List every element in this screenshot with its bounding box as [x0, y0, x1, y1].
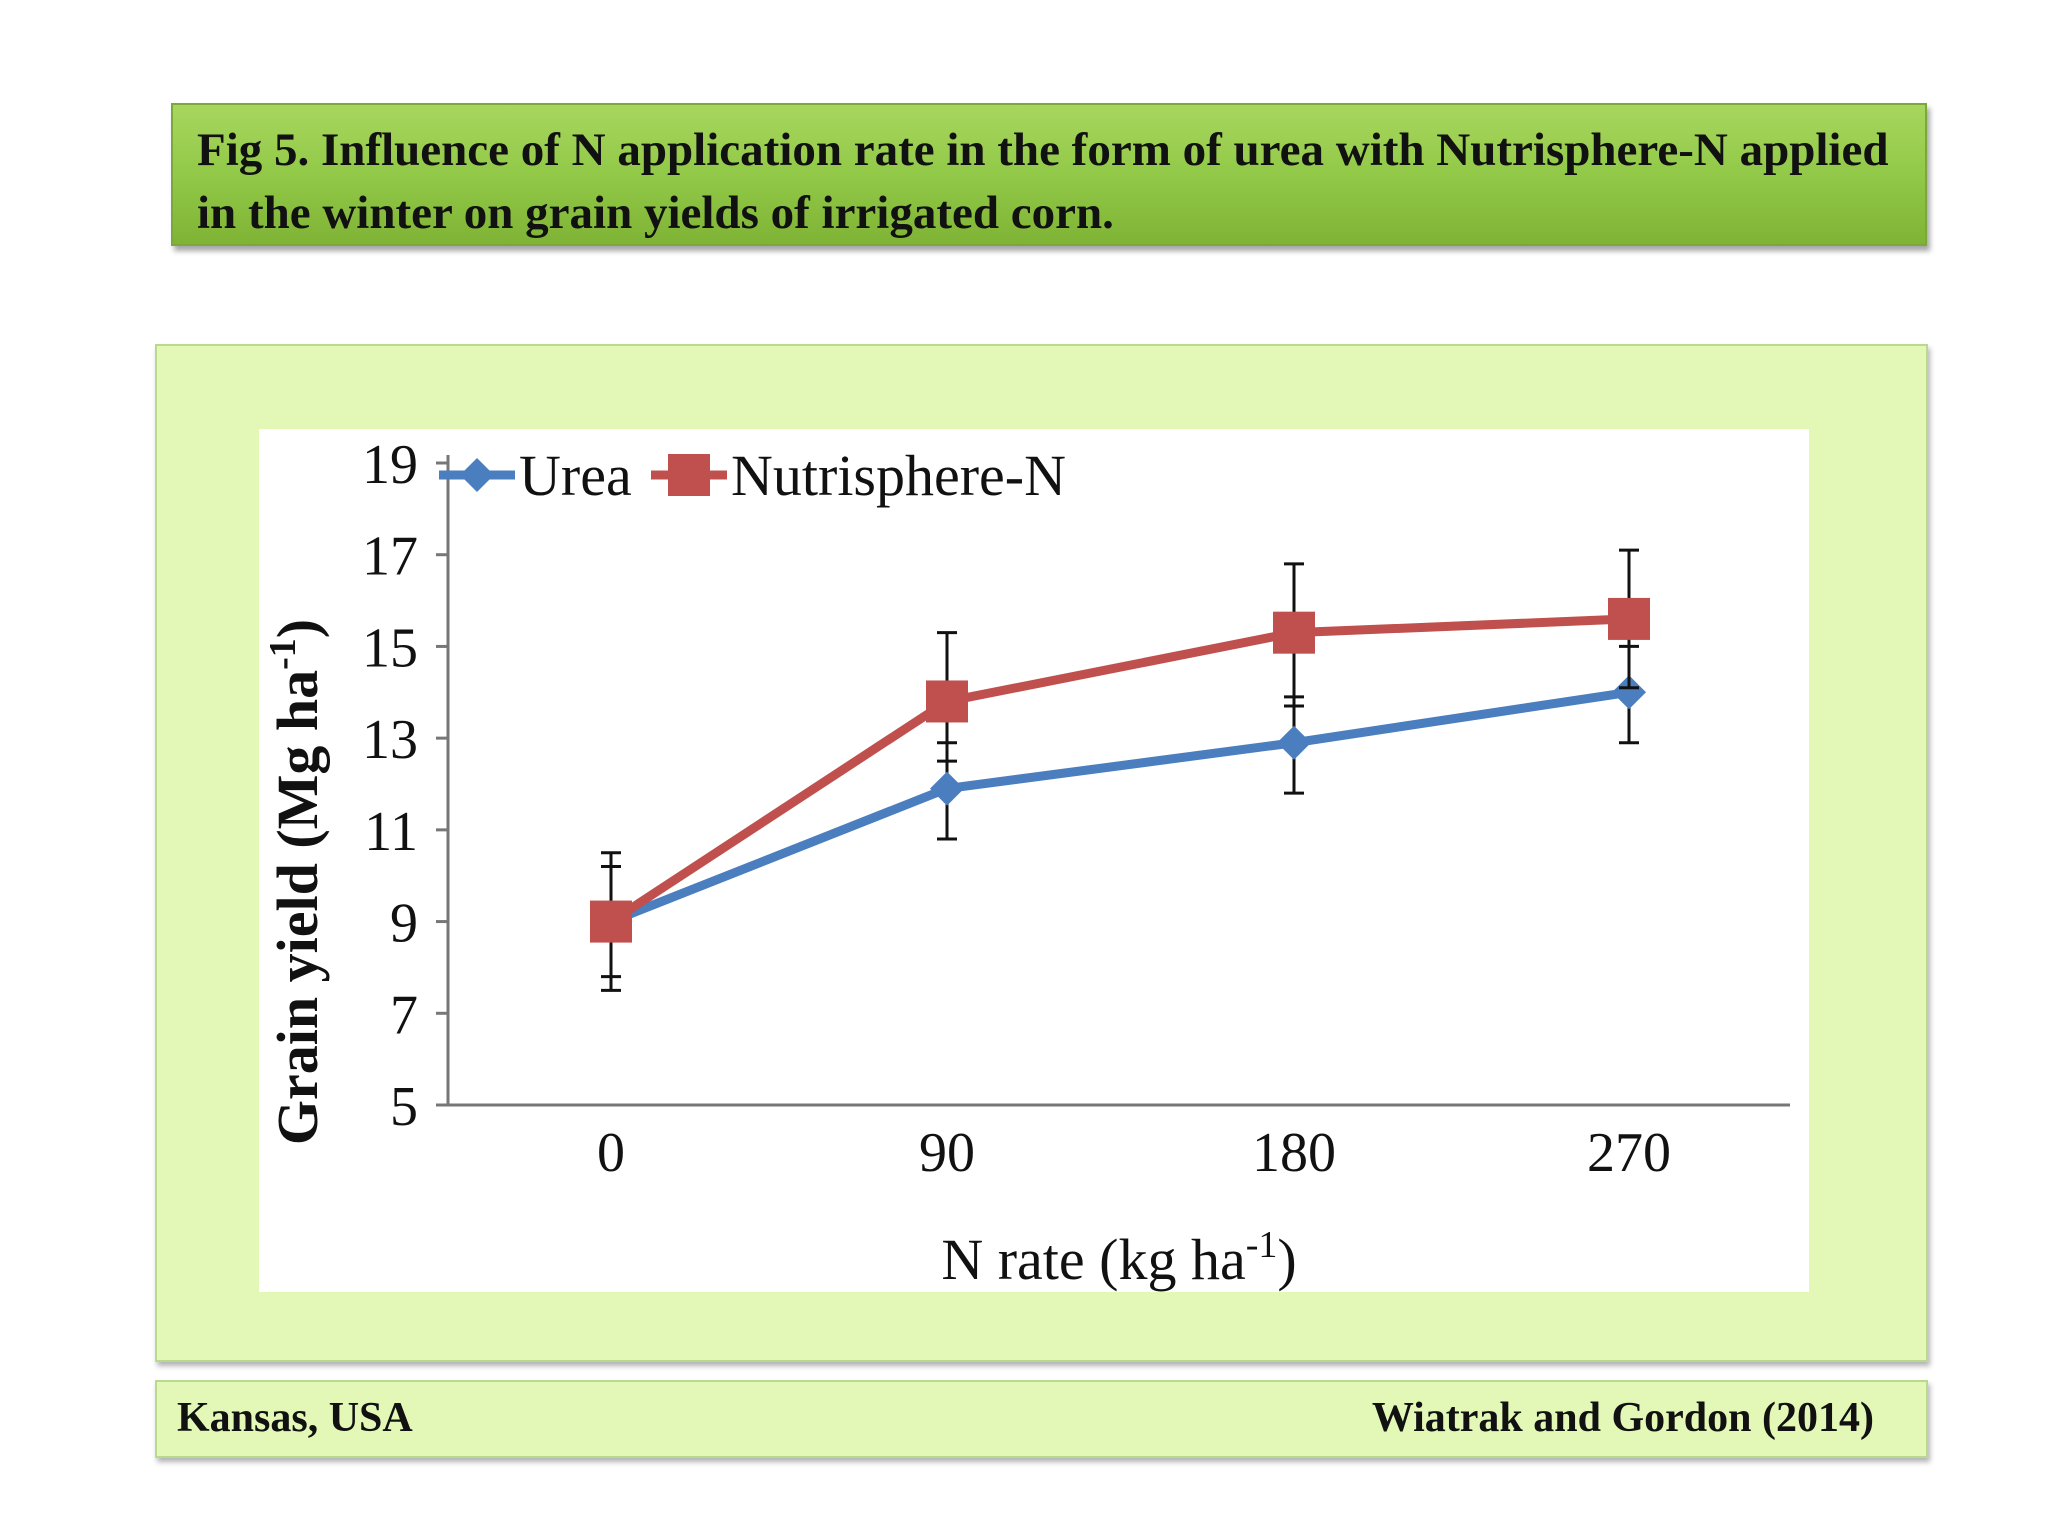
legend-marker: [668, 454, 710, 496]
data-point: [930, 771, 964, 806]
figure-title: Fig 5. Influence of N application rate i…: [171, 103, 1927, 246]
footer-citation: Wiatrak and Gordon (2014): [1371, 1395, 1874, 1441]
data-point: [1612, 675, 1646, 710]
x-tick-label: 270: [1587, 1122, 1671, 1184]
footer-bar: Kansas, USA Wiatrak and Gordon (2014): [155, 1380, 1928, 1458]
series-line: [609, 687, 1630, 926]
x-axis-title: N rate (kg ha-1): [941, 1224, 1296, 1292]
y-tick-label: 11: [364, 801, 418, 863]
data-point: [1273, 611, 1315, 654]
y-tick-label: 19: [362, 434, 418, 496]
y-tick-label: 15: [362, 617, 418, 679]
legend-label: Urea: [519, 443, 632, 508]
data-point: [1608, 597, 1650, 640]
y-tick-label: 5: [390, 1076, 418, 1138]
chart-area: 5 7 9 11 13 15 17 19 0 90 180 270 Urea Nutrisphere-N…: [259, 429, 1809, 1292]
y-axis-title: Grain yield (Mg ha-1): [262, 619, 330, 1145]
y-tick-label: 7: [390, 984, 418, 1046]
y-tick-label: 17: [362, 526, 418, 588]
data-point: [590, 900, 632, 943]
footer-location: Kansas, USA: [177, 1395, 413, 1441]
x-tick-label: 0: [597, 1122, 625, 1184]
line-chart: 5 7 9 11 13 15 17 19 0 90 180 270 Urea Nutrisphere-N…: [262, 434, 1790, 1292]
series-0: [594, 644, 1646, 979]
data-point: [1277, 725, 1311, 760]
y-tick-label: 9: [390, 893, 418, 955]
series-line: [608, 614, 1630, 926]
legend-marker: [460, 458, 494, 492]
x-tick-label: 90: [919, 1122, 975, 1184]
legend-label: Nutrisphere-N: [731, 443, 1066, 508]
data-point: [926, 680, 968, 723]
series-1: [590, 548, 1650, 992]
y-tick-label: 13: [362, 709, 418, 771]
x-tick-label: 180: [1252, 1122, 1336, 1184]
